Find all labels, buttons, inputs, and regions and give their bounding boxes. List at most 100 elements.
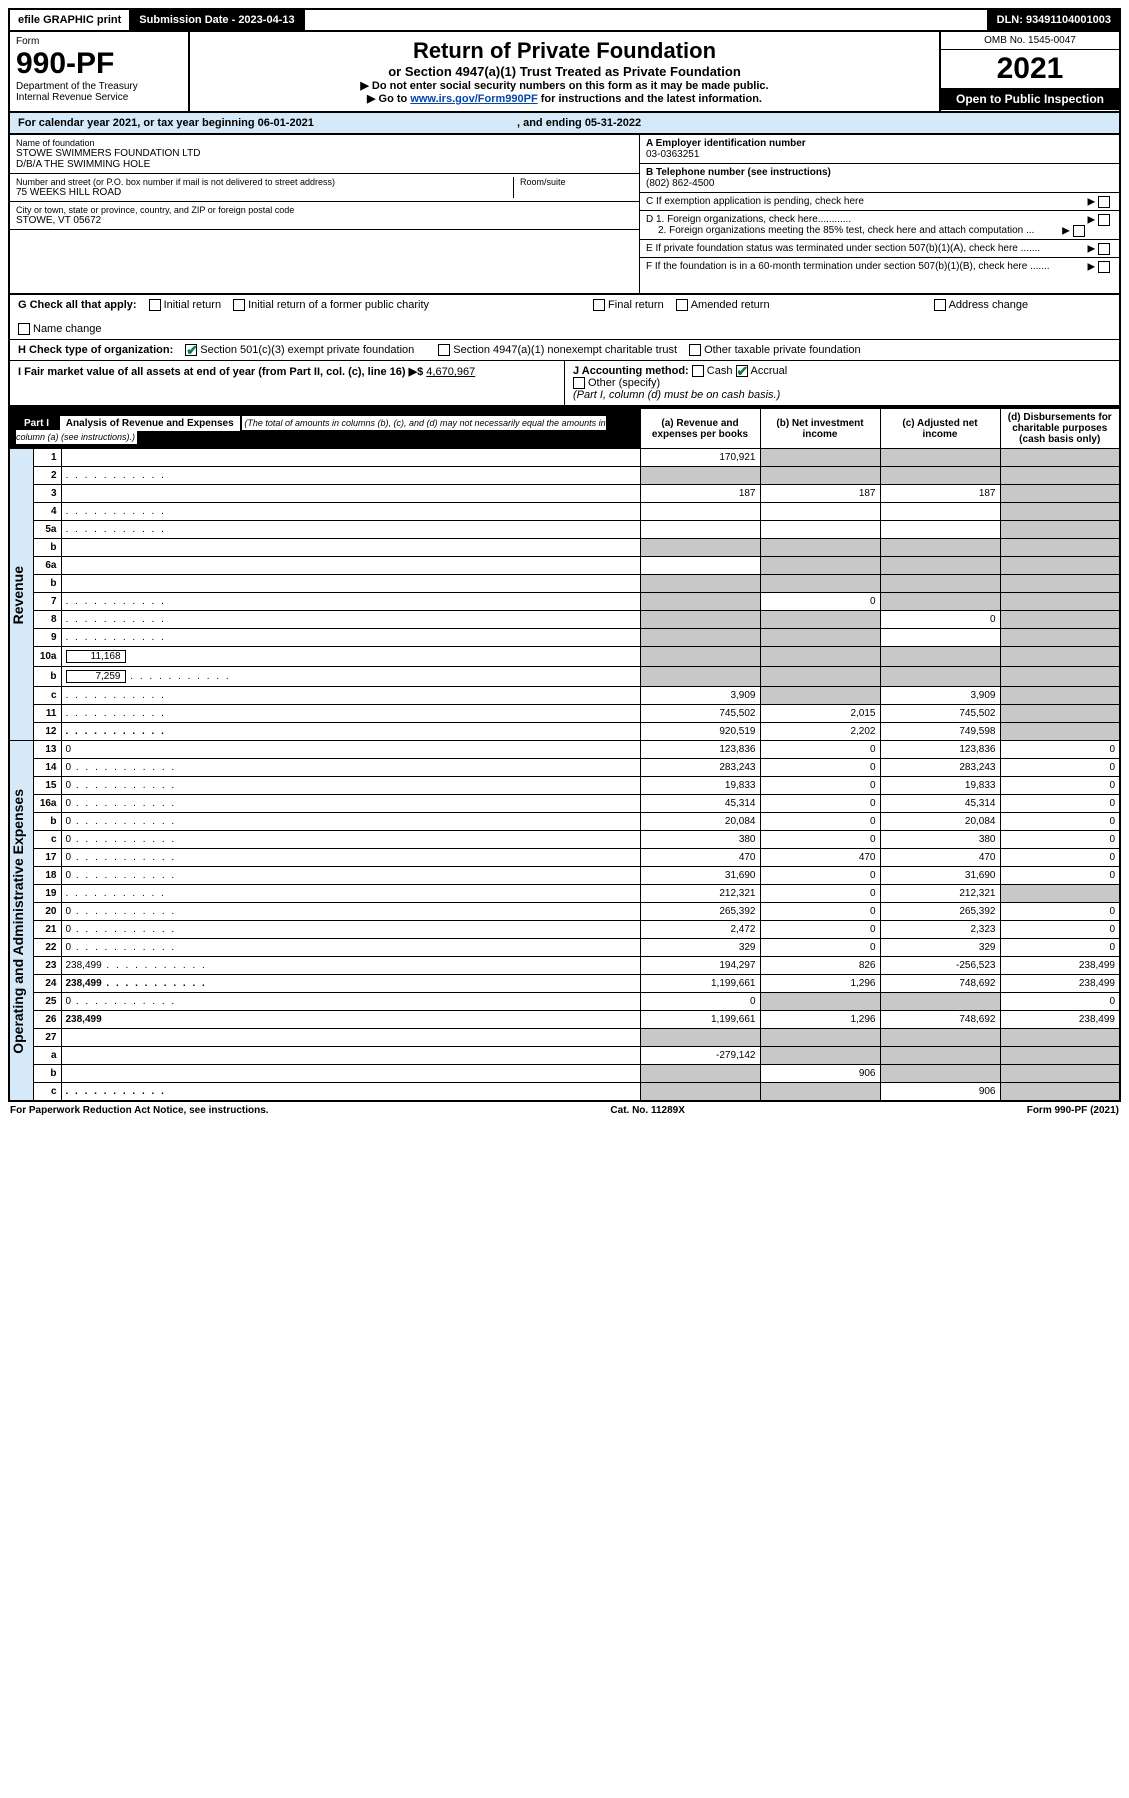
value-cell: 0 [760,867,880,885]
line-number: 23 [33,957,61,975]
city-state-zip: STOWE, VT 05672 [16,215,633,226]
line-number: 24 [33,975,61,993]
value-cell [1000,1065,1120,1083]
g-initial-checkbox[interactable] [149,299,161,311]
name-label: Name of foundation [16,138,633,148]
line-number: 15 [33,777,61,795]
value-cell: 31,690 [640,867,760,885]
value-cell [1000,629,1120,647]
value-cell [880,557,1000,575]
table-row: 21 0 2,472 0 2,323 0 [9,921,1120,939]
footer-mid: Cat. No. 11289X [610,1105,684,1116]
value-cell [880,449,1000,467]
h-501c3-checkbox[interactable] [185,344,197,356]
table-row: 4 [9,503,1120,521]
ein-label: A Employer identification number [646,138,1113,149]
value-cell: 470 [760,849,880,867]
f-checkbox[interactable] [1098,261,1110,273]
value-cell: 749,598 [880,723,1000,741]
value-cell [760,629,880,647]
value-cell: 0 [760,921,880,939]
value-cell: 123,836 [640,741,760,759]
value-cell [1000,687,1120,705]
table-row: 12 920,519 2,202 749,598 [9,723,1120,741]
value-cell: 0 [1000,741,1120,759]
g-amended-checkbox[interactable] [676,299,688,311]
line-desc [61,1065,640,1083]
form-note2: ▶ Go to www.irs.gov/Form990PF for instru… [196,92,933,105]
line-desc: 238,499 [61,975,640,993]
d2-checkbox[interactable] [1073,225,1085,237]
d1-checkbox[interactable] [1098,214,1110,226]
table-row: 7 0 [9,593,1120,611]
j-other-checkbox[interactable] [573,377,585,389]
value-cell: 0 [760,759,880,777]
value-cell: 0 [760,831,880,849]
value-cell: 470 [880,849,1000,867]
line-number: 16a [33,795,61,813]
line-number: a [33,1047,61,1065]
table-row: 19 212,321 0 212,321 [9,885,1120,903]
line-number: b [33,667,61,687]
value-cell: 1,199,661 [640,1011,760,1029]
table-row: 17 0 470 470 470 0 [9,849,1120,867]
j-accrual-checkbox[interactable] [736,365,748,377]
line-number: 13 [33,741,61,759]
dln: DLN: 93491104001003 [987,10,1119,30]
h-4947-checkbox[interactable] [438,344,450,356]
value-cell [640,647,760,667]
i-value: 4,670,967 [426,366,475,378]
value-cell: 2,202 [760,723,880,741]
table-row: 5a [9,521,1120,539]
value-cell [640,593,760,611]
h-other-checkbox[interactable] [689,344,701,356]
footer: For Paperwork Reduction Act Notice, see … [8,1102,1121,1119]
value-cell [760,521,880,539]
value-cell: -256,523 [880,957,1000,975]
line-number: 7 [33,593,61,611]
part1-table: Part I Analysis of Revenue and Expenses … [8,407,1121,1102]
value-cell: 19,833 [880,777,1000,795]
value-cell [760,539,880,557]
j-cash-checkbox[interactable] [692,365,704,377]
table-row: b 7,259 [9,667,1120,687]
value-cell [880,593,1000,611]
pending-checkbox[interactable] [1098,196,1110,208]
value-cell: 187 [760,485,880,503]
value-cell [760,503,880,521]
spacer [305,10,987,30]
line-number: 9 [33,629,61,647]
i-label: I Fair market value of all assets at end… [18,366,423,378]
table-row: 25 0 0 0 [9,993,1120,1011]
table-row: Revenue 1 170,921 [9,449,1120,467]
checkbox-section: G Check all that apply: Initial return I… [8,295,1121,407]
irs-link[interactable]: www.irs.gov/Form990PF [410,93,537,105]
e-checkbox[interactable] [1098,243,1110,255]
value-cell [1000,539,1120,557]
g-address-checkbox[interactable] [934,299,946,311]
line-desc [61,593,640,611]
d1-label: D 1. Foreign organizations, check here..… [646,214,851,225]
table-row: 11 745,502 2,015 745,502 [9,705,1120,723]
value-cell: 1,296 [760,1011,880,1029]
f-label: F If the foundation is in a 60-month ter… [646,261,1050,272]
form-note1: ▶ Do not enter social security numbers o… [196,79,933,92]
g-initial-former-checkbox[interactable] [233,299,245,311]
efile-print-button[interactable]: efile GRAPHIC print [10,10,131,30]
value-cell [880,503,1000,521]
value-cell: 265,392 [640,903,760,921]
table-row: 3 187 187 187 [9,485,1120,503]
value-cell: 920,519 [640,723,760,741]
value-cell: 238,499 [1000,957,1120,975]
line-number: b [33,539,61,557]
value-cell: 238,499 [1000,975,1120,993]
open-inspection: Open to Public Inspection [941,88,1119,110]
line-number: b [33,813,61,831]
value-cell: -279,142 [640,1047,760,1065]
value-cell: 194,297 [640,957,760,975]
value-cell: 265,392 [880,903,1000,921]
g-final-checkbox[interactable] [593,299,605,311]
g-name-checkbox[interactable] [18,323,30,335]
value-cell: 3,909 [880,687,1000,705]
value-cell: 20,084 [640,813,760,831]
